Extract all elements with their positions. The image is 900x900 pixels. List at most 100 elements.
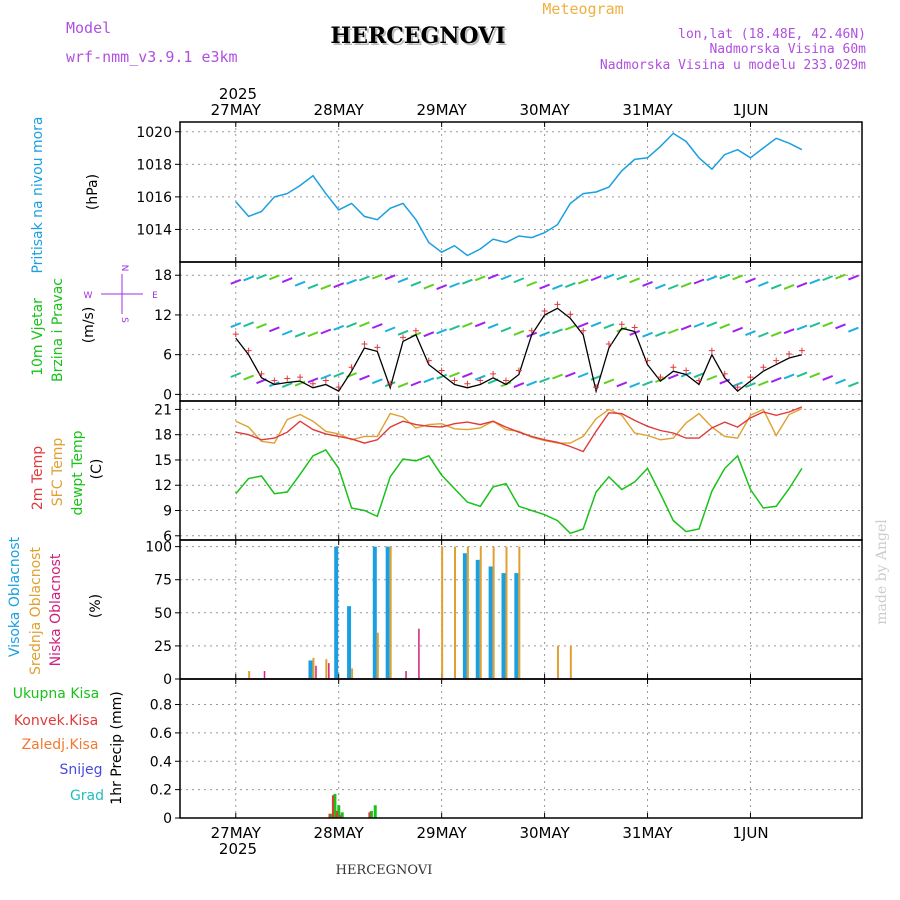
conv-precip-bar	[339, 815, 342, 818]
total-precip-bar	[337, 805, 341, 818]
top-day-label: 29MAY	[416, 101, 467, 119]
total-precip-bar	[333, 793, 337, 818]
bottom-day-label: 31MAY	[622, 824, 673, 842]
wind-arrow	[642, 281, 653, 287]
high-cloud-bar	[514, 573, 519, 679]
low-cloud-title: Niska Oblacnost	[48, 553, 64, 666]
wind-arrow	[822, 375, 834, 381]
wind-arrow	[333, 324, 345, 331]
mid-cloud-bar	[248, 671, 251, 679]
frozen-precip-title: Zaledj.Kisa	[22, 737, 99, 753]
mid-cloud-bar	[389, 546, 392, 679]
conv-precip-title: Konvek.Kisa	[14, 713, 98, 729]
bottom-year-label: 2025	[219, 840, 257, 858]
wind-arrow	[577, 321, 589, 328]
elevation-label: Nadmorska Visina 60m	[709, 42, 866, 57]
wind-gust-marker	[773, 357, 780, 364]
wind-gust-marker	[348, 364, 355, 371]
high-cloud-bar	[308, 660, 313, 679]
wind-compass: N W E S	[84, 265, 159, 324]
mid-cloud-title: Srednja Oblacnost	[28, 547, 44, 675]
wind-arrow	[359, 321, 370, 328]
y-tick-label: 21	[154, 402, 172, 418]
wind-arrow	[783, 373, 795, 380]
top-day-label: 27MAY	[211, 101, 262, 119]
temp-unit: (C)	[89, 459, 105, 480]
high-cloud-bar	[334, 546, 339, 679]
wind-arrow	[320, 284, 332, 290]
total-precip-bar	[369, 810, 373, 818]
wind-gust-marker	[528, 327, 535, 334]
wind-arrow	[796, 281, 808, 288]
total-precip-title: Ukupna Kisa	[13, 686, 100, 702]
sfc-temp-line	[235, 407, 803, 444]
mid-cloud-bar	[454, 546, 457, 679]
wind-arrow	[655, 283, 666, 290]
wind-arrow	[539, 377, 550, 384]
wind-gust-marker	[760, 364, 767, 371]
snow-title: Snijeg	[59, 762, 102, 778]
mid-cloud-bar	[351, 668, 354, 679]
wind-arrow	[410, 280, 422, 287]
wind-arrow	[667, 373, 679, 380]
mid-cloud-bar	[492, 546, 495, 679]
bottom-day-label: 27MAY	[211, 824, 262, 842]
y-tick-label: 12	[154, 308, 172, 324]
wind-gust-marker	[708, 347, 715, 354]
wind-arrow	[809, 321, 821, 328]
y-tick-label: 0	[163, 811, 172, 827]
y-tick-label: 100	[145, 540, 172, 556]
wind-arrow	[500, 326, 512, 333]
product-title: Meteogram	[542, 0, 623, 18]
wind-arrow	[243, 374, 255, 381]
wind-arrow	[359, 275, 370, 282]
wind-gust-marker	[734, 384, 741, 391]
wind-arrow	[449, 324, 460, 331]
total-precip-bar	[329, 813, 333, 818]
wind-gust-marker	[245, 347, 252, 354]
wind-gust-marker	[425, 357, 432, 364]
high-cloud-bar	[372, 546, 377, 679]
top-day-label: 1JUN	[732, 101, 768, 119]
wind-gust-marker	[490, 370, 497, 377]
bottom-day-label: 28MAY	[314, 824, 365, 842]
panel-pressure: 1014 1016 1018 1020	[136, 121, 863, 263]
wind-arrow	[745, 330, 756, 336]
wind-arrow	[346, 278, 357, 285]
wind-arrow	[294, 331, 306, 338]
wind-arrow	[603, 323, 615, 330]
wind-arrow	[526, 380, 538, 387]
y-tick-label: 50	[154, 606, 172, 622]
bottom-day-label: 29MAY	[416, 824, 467, 842]
wind-gust-marker	[605, 341, 612, 348]
y-tick-label: 0	[163, 672, 172, 688]
wind-arrow	[526, 280, 538, 287]
top-day-label: 31MAY	[622, 101, 673, 119]
wind-arrow	[243, 275, 255, 282]
wind-unit: (m/s)	[81, 307, 97, 344]
y-tick-label: 25	[154, 639, 172, 655]
wind-arrow	[616, 326, 628, 333]
wind-gust-marker	[696, 377, 703, 384]
wind-gust-marker	[387, 380, 394, 387]
wind-arrow	[462, 322, 473, 328]
wind-gust-marker	[309, 380, 316, 387]
panel-cloud: 0 25 50 75 100	[145, 539, 863, 688]
panel-temperature: 6 9 12 15 18 21	[154, 400, 863, 545]
wind-arrow	[719, 378, 731, 385]
panel-frame	[179, 400, 863, 541]
wind-arrow	[835, 323, 846, 330]
wind-arrow	[384, 326, 396, 333]
y-tick-label: 1020	[136, 125, 172, 141]
bottom-day-labels: 27MAY 28MAY 29MAY 30MAY 31MAY 1JUN	[211, 824, 769, 842]
panel-frame	[179, 678, 863, 819]
wind-arrow	[590, 275, 602, 282]
wind-arrow	[796, 371, 808, 378]
panel-precip: 0 0.2 0.4 0.6 0.8	[150, 678, 863, 827]
model-elevation-label: Nadmorska Visina u modelu 233.029m	[600, 58, 866, 73]
wind-arrow	[487, 323, 499, 329]
wind-arrow	[770, 376, 782, 383]
low-cloud-bar	[328, 663, 330, 679]
hail-title: Grad	[70, 788, 104, 804]
wind-arrow	[230, 322, 242, 328]
